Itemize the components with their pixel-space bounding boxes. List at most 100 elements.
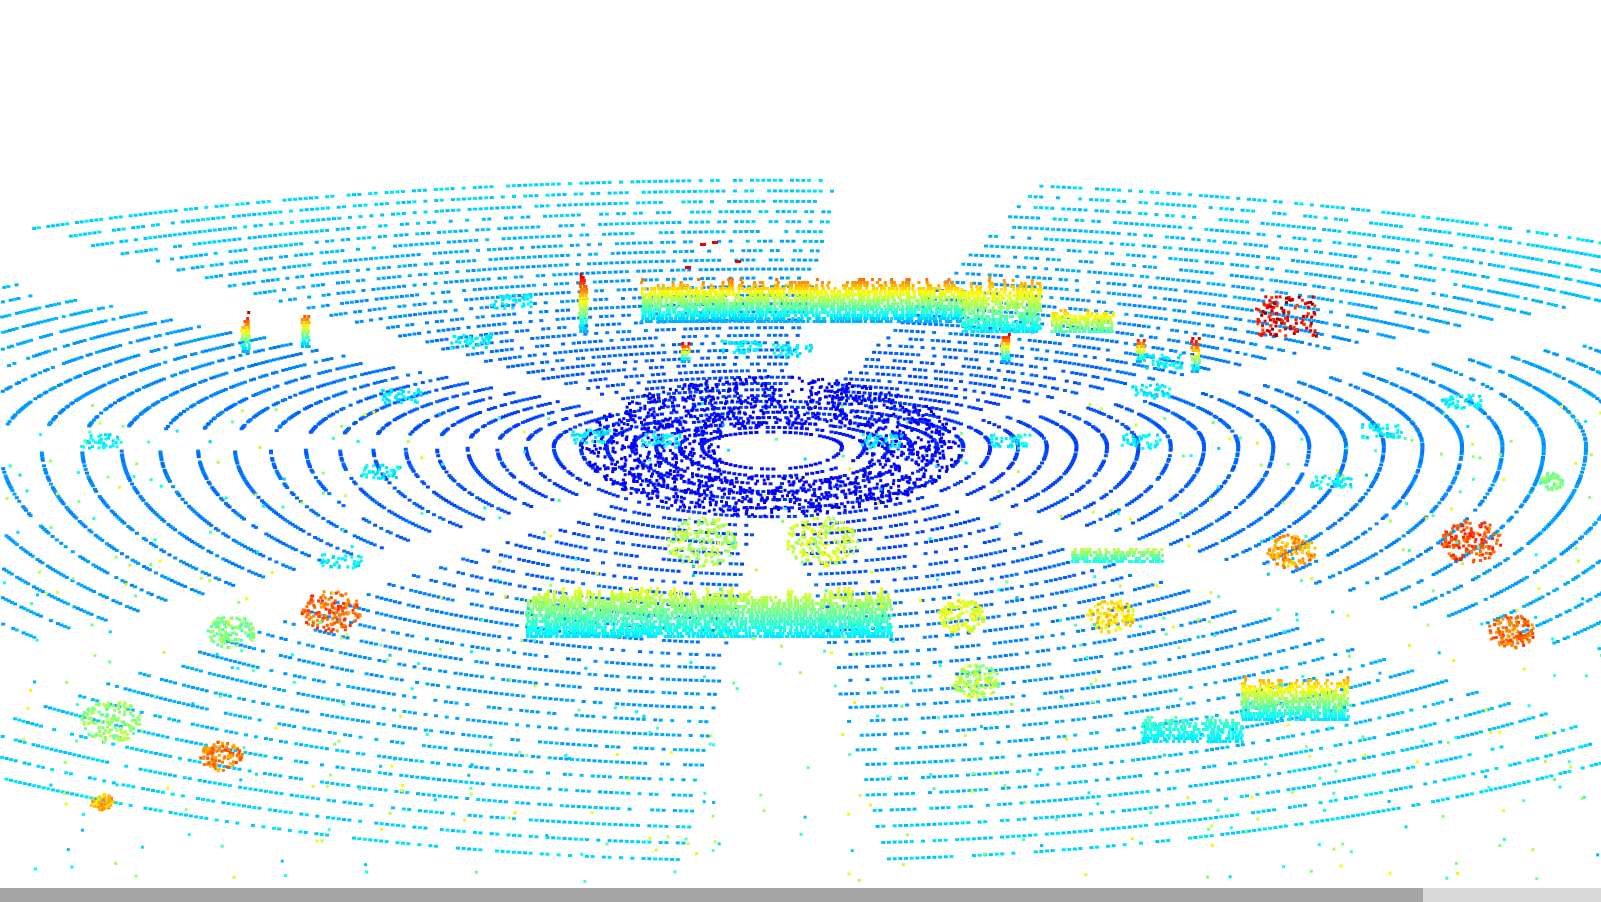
ground-point [477, 389, 482, 392]
ground-point [631, 395, 635, 399]
ground-point [682, 429, 687, 433]
ground-point [491, 484, 496, 488]
ground-point [976, 517, 980, 521]
ground-point [509, 609, 514, 613]
ground-point [377, 503, 382, 506]
ground-point [100, 498, 105, 502]
ground-point [367, 371, 372, 375]
ground-point [1034, 541, 1039, 545]
ground-point [1026, 390, 1031, 394]
ground-point [1198, 529, 1202, 532]
ground-point [595, 347, 600, 351]
ground-point [441, 411, 446, 415]
ground-point [650, 359, 655, 363]
ground-point [261, 374, 266, 378]
ground-point [481, 388, 485, 392]
ground-point [246, 546, 250, 550]
ground-point [610, 661, 615, 665]
ground-point [1379, 549, 1384, 553]
ground-point [925, 361, 930, 365]
ground-point [852, 570, 857, 574]
ground-point [1321, 495, 1326, 499]
ground-point [682, 391, 687, 394]
ground-point [626, 662, 631, 666]
ground-point [393, 600, 397, 604]
ground-point [450, 477, 455, 481]
ground-point [233, 454, 238, 458]
ground-point [156, 514, 161, 518]
ground-point [216, 528, 221, 532]
ground-point [291, 567, 296, 571]
ground-point [1401, 534, 1406, 538]
ground-point [946, 512, 951, 516]
ground-point [919, 338, 924, 342]
ground-point [876, 664, 881, 668]
ground-point [223, 387, 228, 391]
ground-point [551, 376, 556, 379]
ground-point [717, 356, 722, 360]
ground-point [555, 400, 560, 404]
ground-point [992, 384, 996, 388]
ground-point [1186, 589, 1191, 593]
ground-point [996, 495, 1001, 499]
ground-point [611, 346, 616, 350]
ground-point [572, 333, 577, 337]
ground-point [926, 506, 930, 510]
ground-point [1338, 470, 1343, 474]
ground-point [681, 509, 686, 513]
ground-point [436, 454, 441, 458]
ground-point [439, 566, 443, 570]
ground-point [1064, 379, 1069, 383]
ground-point [276, 473, 281, 477]
ground-point [699, 414, 704, 418]
ground-point [156, 400, 161, 404]
ground-point [1078, 586, 1083, 590]
ground-point [431, 594, 436, 598]
ground-point [1226, 360, 1231, 364]
ground-point [679, 489, 684, 493]
ground-point [1310, 537, 1315, 541]
ground-point [992, 641, 997, 645]
ground-point [893, 601, 897, 605]
ground-point [287, 545, 292, 549]
ground-point [1371, 554, 1376, 558]
ground-point [386, 326, 391, 330]
ground-point [132, 486, 137, 490]
ground-point [598, 549, 603, 553]
ground-point [1255, 355, 1259, 359]
ground-point [629, 389, 634, 393]
ground-point [649, 650, 654, 654]
ground-point [1077, 344, 1082, 348]
ground-point [257, 349, 261, 353]
ground-point [964, 476, 969, 480]
ground-point [1083, 585, 1088, 589]
ground-point [497, 322, 502, 326]
ground-point [202, 473, 207, 477]
ground-point [877, 516, 882, 520]
ground-point [960, 658, 965, 662]
ground-point [339, 366, 344, 370]
ground-point [158, 452, 163, 456]
ground-point [541, 377, 546, 381]
ground-point [711, 370, 716, 374]
ground-point [895, 387, 900, 391]
ground-point [460, 643, 465, 647]
ground-point [81, 460, 86, 464]
ground-point [672, 343, 676, 347]
ground-point [526, 371, 531, 375]
ground-point [489, 341, 494, 345]
ground-point [856, 455, 861, 459]
ground-point [467, 415, 472, 419]
ground-point [633, 345, 638, 349]
ground-point [654, 366, 659, 369]
ground-point [456, 327, 461, 330]
ground-point [272, 385, 277, 389]
ground-point [920, 599, 925, 602]
ground-point [413, 382, 418, 386]
ground-point [1231, 467, 1236, 470]
ground-point [724, 641, 729, 645]
ground-point [1169, 395, 1174, 399]
ground-point [1102, 494, 1107, 498]
